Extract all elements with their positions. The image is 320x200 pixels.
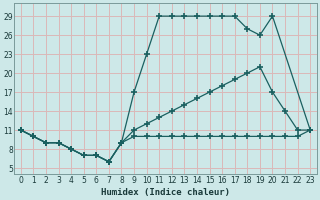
X-axis label: Humidex (Indice chaleur): Humidex (Indice chaleur)	[101, 188, 230, 197]
